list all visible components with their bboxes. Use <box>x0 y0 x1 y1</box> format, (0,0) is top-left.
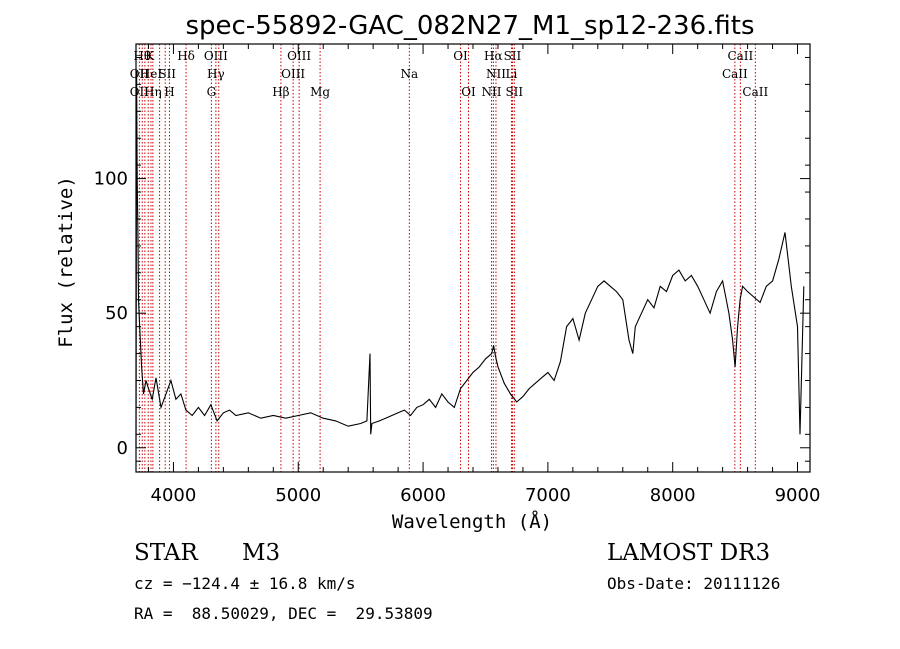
line-label: OII <box>130 85 150 99</box>
object-type: STAR <box>134 540 198 566</box>
line-label: OI <box>461 85 476 99</box>
line-label: Hγ <box>207 67 225 81</box>
object-subclass: M3 <box>242 540 281 566</box>
line-label: CaII <box>722 67 748 81</box>
line-label: NII <box>486 67 506 81</box>
y-tick-label: 100 <box>94 169 128 190</box>
line-label: CaII <box>742 85 768 99</box>
x-tick-label: 9000 <box>775 485 821 506</box>
velocity-readout: cz = −124.4 ± 16.8 km/s <box>134 574 356 593</box>
line-label: SII <box>504 49 522 63</box>
line-label: G <box>207 85 217 99</box>
line-label: OII <box>130 67 150 81</box>
line-label: SII <box>158 67 176 81</box>
plot-frame <box>135 43 811 473</box>
x-axis-label: Wavelength (Å) <box>392 510 552 533</box>
observation-date: Obs-Date: 20111126 <box>607 574 781 593</box>
line-label: Hθ <box>133 49 151 63</box>
x-axis-ticks: 4000 5000 6000 7000 8000 9000 <box>147 44 821 506</box>
y-axis-ticks: 0 50 100 <box>94 56 810 462</box>
line-label: HeI <box>140 67 163 81</box>
line-label: OIII <box>204 49 228 63</box>
line-label: Li <box>506 67 518 81</box>
line-label: Hη <box>144 85 162 99</box>
x-tick-label: 8000 <box>650 485 696 506</box>
line-label: Hδ <box>177 49 195 63</box>
line-label: Mg <box>310 85 330 99</box>
line-label: K <box>145 49 155 63</box>
chart-title: spec-55892-GAC_082N27_M1_sp12-236.fits <box>185 11 754 41</box>
line-label: Na <box>401 67 419 81</box>
x-tick-label: 4000 <box>151 485 197 506</box>
line-label: OI <box>453 49 468 63</box>
line-label: SII <box>505 85 523 99</box>
spectrum-series-flux <box>135 70 805 448</box>
coordinates-readout: RA = 88.50029, DEC = 29.53809 <box>134 604 433 623</box>
x-tick-label: 7000 <box>525 485 571 506</box>
survey-name: LAMOST DR3 <box>607 540 771 566</box>
x-tick-label: 6000 <box>400 485 446 506</box>
line-label: NII <box>481 85 501 99</box>
y-tick-label: 50 <box>105 303 128 324</box>
spectral-line-markers <box>138 44 756 472</box>
line-label: H <box>164 85 174 99</box>
line-label: OIII <box>281 67 305 81</box>
line-label: OIII <box>287 49 311 63</box>
line-label: Hα <box>484 49 503 63</box>
x-tick-label: 5000 <box>275 485 321 506</box>
line-label: CaII <box>727 49 753 63</box>
y-axis-label: Flux (relative) <box>55 176 77 348</box>
y-tick-label: 0 <box>117 438 128 459</box>
line-label: Hβ <box>272 85 289 99</box>
